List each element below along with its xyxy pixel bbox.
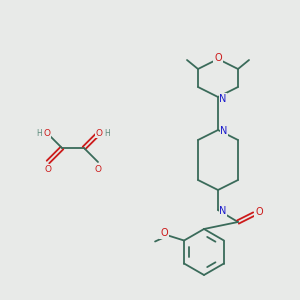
Text: H: H — [104, 128, 110, 137]
Text: N: N — [219, 206, 227, 216]
Text: O: O — [160, 229, 168, 238]
Text: H: H — [36, 128, 42, 137]
Text: N: N — [219, 94, 227, 104]
Text: O: O — [95, 128, 103, 137]
Text: O: O — [255, 207, 263, 217]
Text: N: N — [220, 126, 228, 136]
Text: O: O — [94, 164, 101, 173]
Text: O: O — [214, 53, 222, 63]
Text: O: O — [44, 128, 50, 137]
Text: O: O — [44, 164, 52, 173]
